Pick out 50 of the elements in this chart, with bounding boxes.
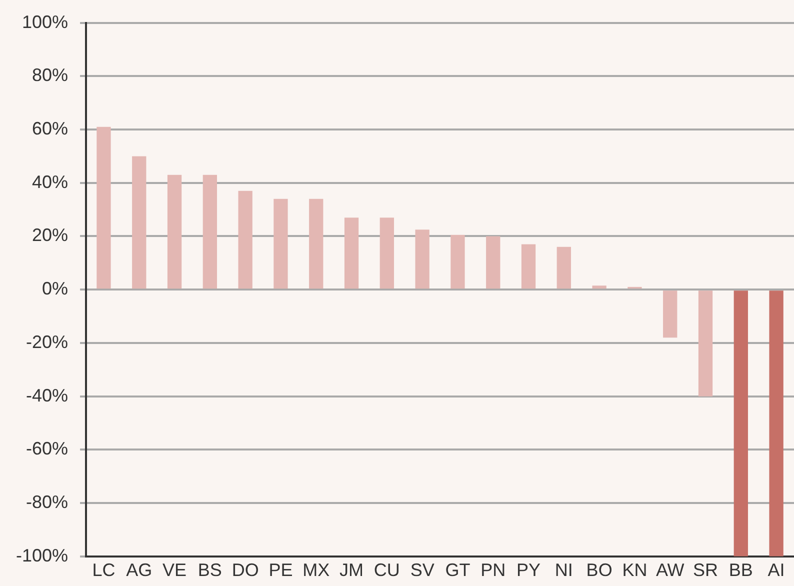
bar xyxy=(663,290,678,338)
y-tick-label: -100% xyxy=(16,545,68,566)
x-tick-label: SR xyxy=(692,560,718,580)
bar xyxy=(521,244,536,289)
bar xyxy=(450,234,465,289)
x-tick-label: AG xyxy=(126,560,152,580)
y-tick-label: 40% xyxy=(32,172,68,192)
bar xyxy=(556,246,571,289)
x-tick-label: VE xyxy=(162,560,187,580)
x-tick-label: BS xyxy=(198,560,222,580)
y-tick-label: 60% xyxy=(32,118,68,138)
bar xyxy=(132,156,146,289)
x-tick-label: DO xyxy=(232,560,259,580)
x-tick-label: JM xyxy=(340,560,364,580)
x-tick-label: CU xyxy=(374,560,400,580)
x-tick-label: AW xyxy=(656,560,684,580)
x-tick-label: LC xyxy=(92,560,116,580)
y-tick-label: 0% xyxy=(42,278,68,299)
bar xyxy=(167,174,182,289)
y-tick-label: 80% xyxy=(32,65,68,86)
bar xyxy=(415,230,430,289)
bar xyxy=(309,198,324,289)
bar xyxy=(344,218,359,289)
x-tick-label: AI xyxy=(768,560,785,580)
x-tick-label: MX xyxy=(302,560,330,580)
x-tick-label: SV xyxy=(410,560,434,580)
y-tick-label: -60% xyxy=(26,438,68,459)
bar xyxy=(202,174,218,289)
y-tick-label: -40% xyxy=(26,385,68,406)
bar xyxy=(734,290,748,556)
bar xyxy=(698,290,713,396)
bar xyxy=(96,126,111,289)
y-tick-label: 100% xyxy=(22,12,68,32)
bar xyxy=(486,236,500,289)
bar xyxy=(592,286,606,289)
x-tick-label: PN xyxy=(480,560,506,580)
bar xyxy=(380,218,394,289)
bar xyxy=(769,290,784,556)
y-tick-label: 20% xyxy=(32,225,68,246)
x-tick-label: NI xyxy=(554,560,573,580)
x-tick-label: BB xyxy=(728,560,753,580)
x-tick-label: PY xyxy=(516,560,541,580)
x-tick-label: GT xyxy=(445,560,470,580)
y-tick-label: -20% xyxy=(26,332,68,352)
x-tick-label: KN xyxy=(622,560,648,580)
bar xyxy=(238,190,252,289)
x-tick-label: BO xyxy=(586,560,612,580)
bar xyxy=(274,198,288,289)
y-tick-label: -80% xyxy=(26,492,68,512)
x-tick-label: PE xyxy=(268,560,293,580)
